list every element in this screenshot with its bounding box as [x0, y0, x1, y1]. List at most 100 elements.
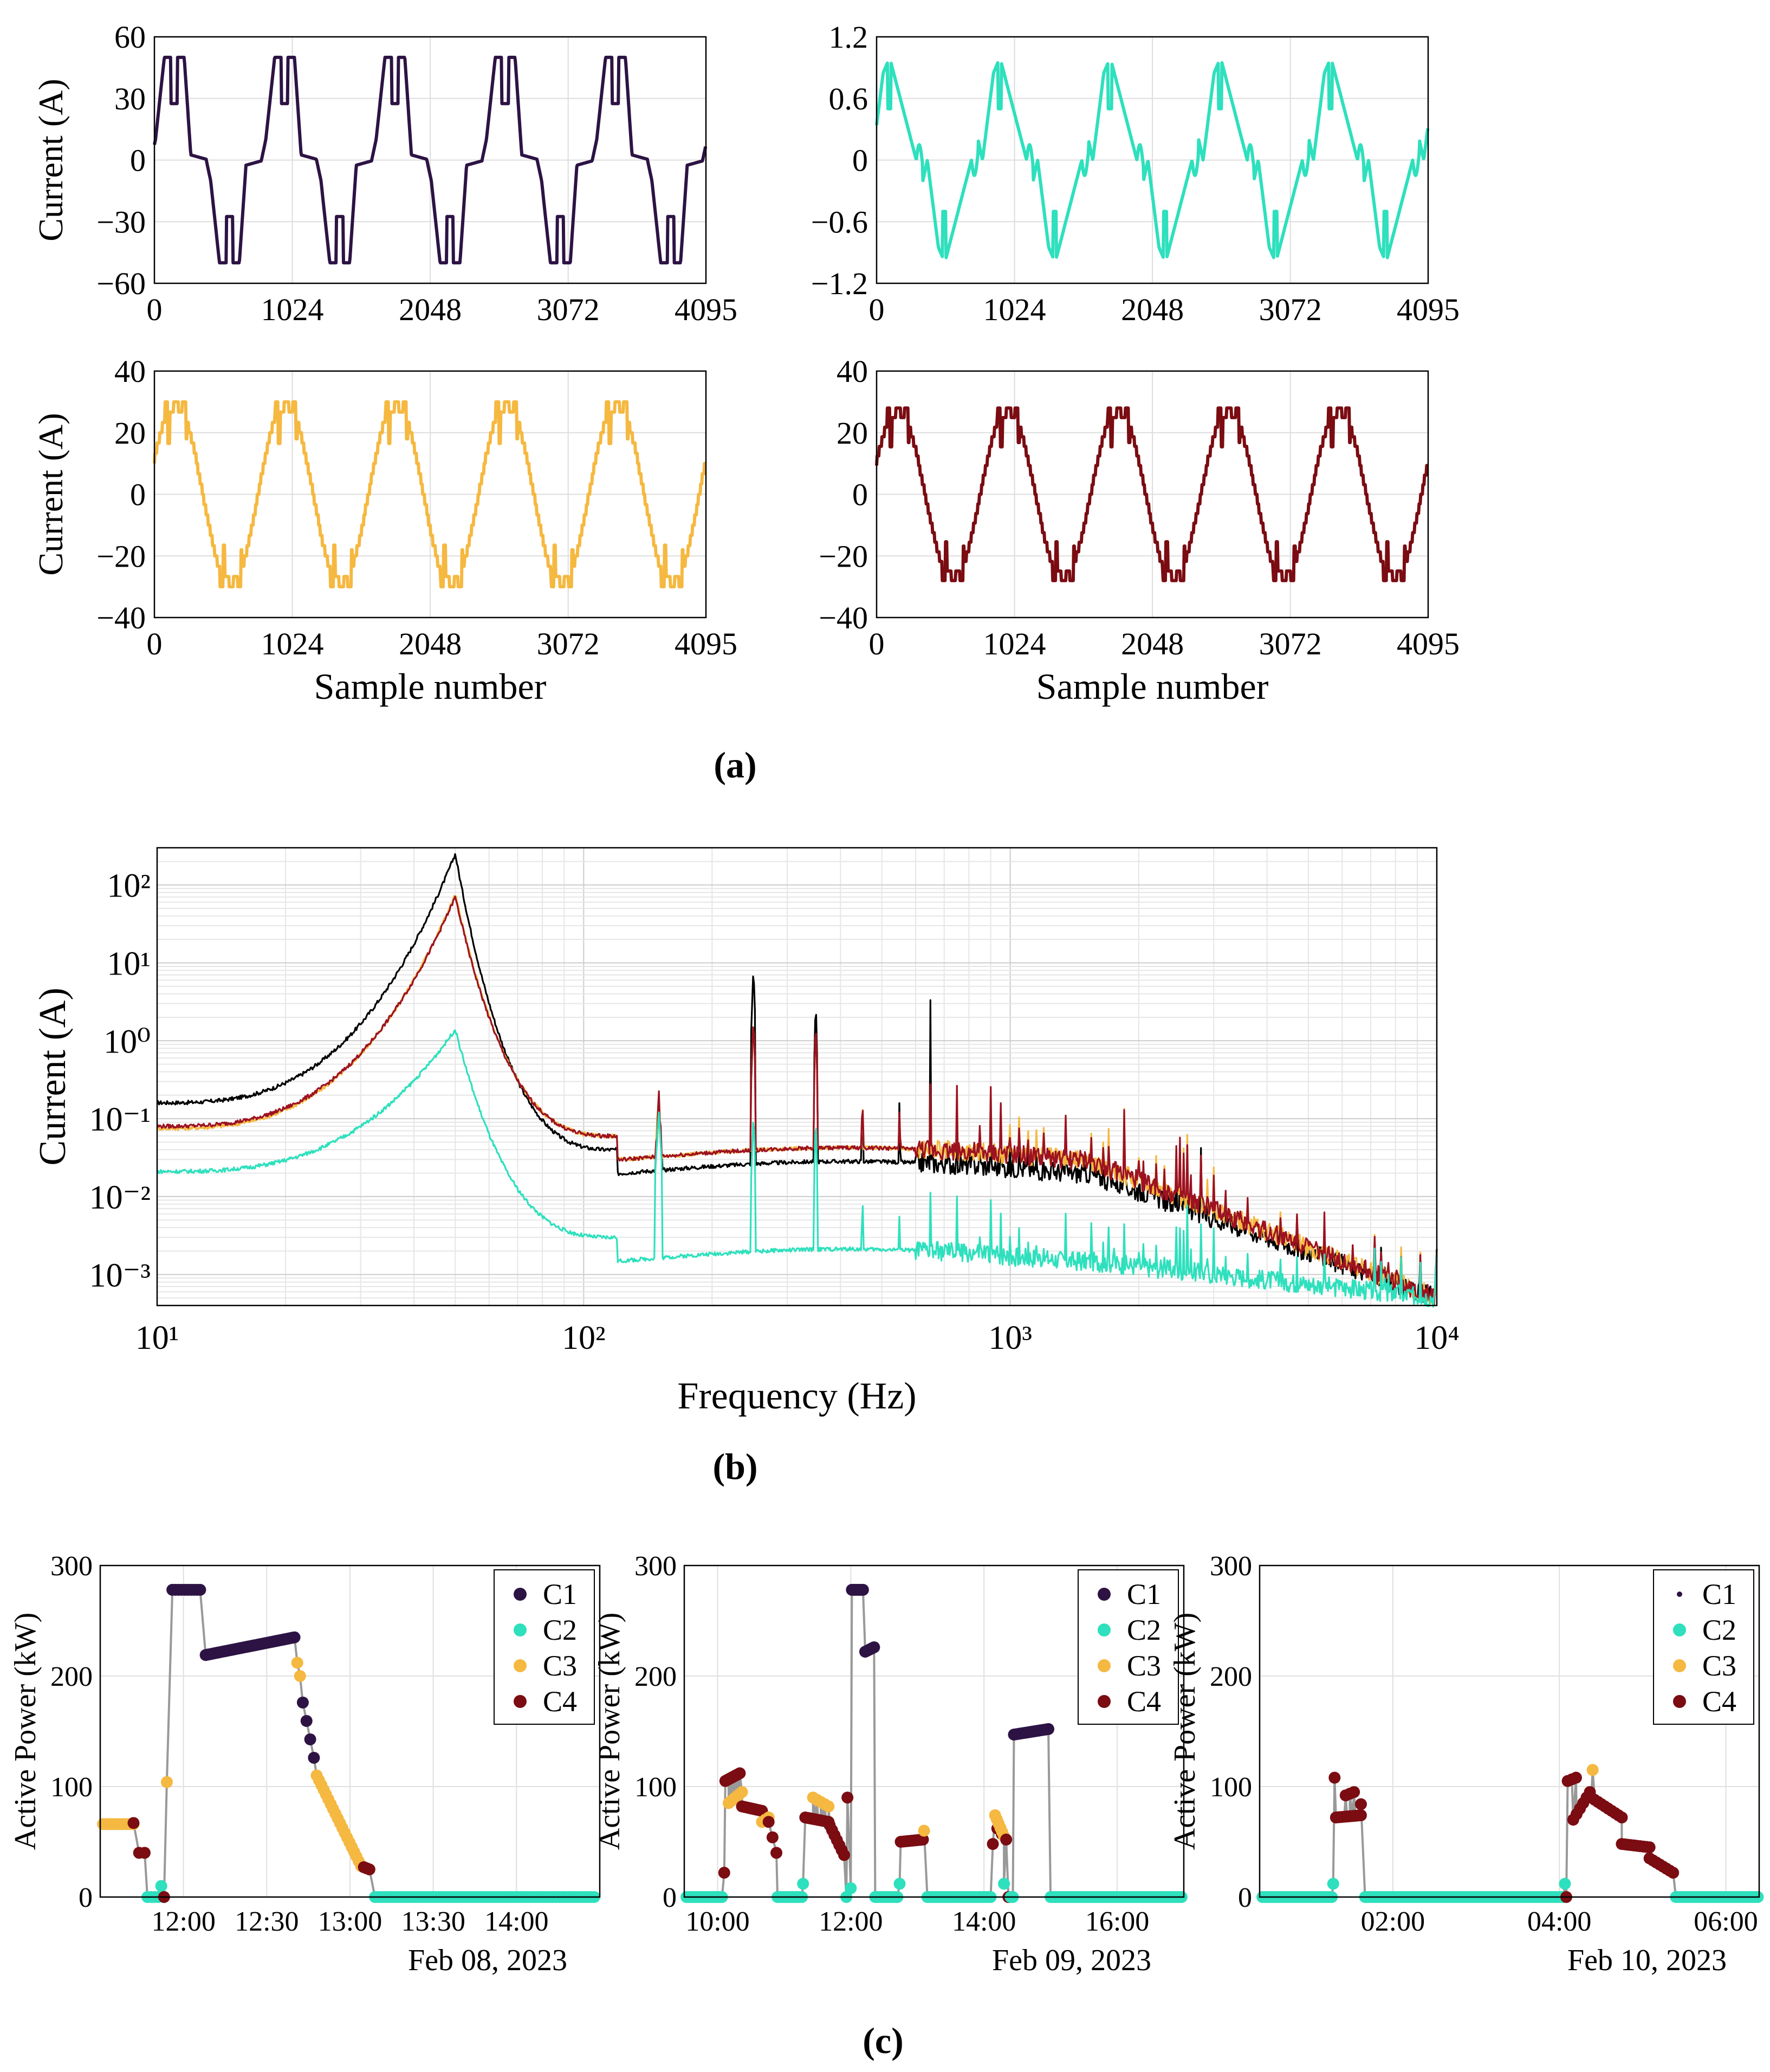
b-xlabel: Frequency (Hz)	[677, 1375, 916, 1417]
a4-ytick-label: −20	[819, 538, 868, 574]
c3-point-C2	[1559, 1878, 1571, 1890]
a4-ytick-label: 20	[837, 415, 868, 451]
c2-legend-label-C1: C1	[1127, 1578, 1161, 1610]
a1-xtick-label: 1024	[261, 292, 324, 327]
c1-point-C1	[300, 1714, 313, 1727]
a2-ytick-label: 0.6	[829, 81, 868, 116]
c3-point-C4	[1328, 1771, 1341, 1784]
a2-ytick-label: −0.6	[811, 204, 868, 239]
c1-xtick-label: 13:00	[318, 1906, 382, 1937]
a1-ytick-label: 30	[114, 81, 146, 116]
panel-label-a: (a)	[714, 744, 756, 785]
c1-xtick-label: 12:30	[235, 1906, 299, 1937]
c1-legend-box	[494, 1569, 595, 1725]
c2-xtick-label: 10:00	[685, 1906, 749, 1937]
b-axes-frame	[156, 847, 1438, 1307]
panel-label-c: (c)	[863, 2020, 903, 2061]
c1-point-C2	[155, 1880, 167, 1892]
a4-xtick-label: 0	[869, 626, 885, 661]
a3-xtick-label: 4095	[675, 626, 737, 661]
a2-xtick-label: 1024	[983, 292, 1046, 327]
c2-point-C4	[762, 1816, 775, 1828]
c2-xtick-label: 14:00	[952, 1906, 1016, 1937]
a1-xtick-label: 2048	[399, 292, 462, 327]
c3-point-C4	[1667, 1867, 1680, 1879]
a3-ytick-label: 20	[114, 415, 146, 451]
b-ytick-label: 10⁻¹	[89, 1101, 151, 1138]
a2-ytick-label: 0	[852, 143, 868, 178]
b-series-C4	[156, 895, 1438, 1306]
a2-xtick-label: 3072	[1259, 292, 1322, 327]
a2-xtick-label: 4095	[1397, 292, 1460, 327]
c3-point-C4	[1354, 1798, 1367, 1810]
c3-legend-marker-C1	[1677, 1592, 1682, 1597]
a4-xtick-label: 1024	[983, 626, 1046, 661]
c3-ytick-label: 300	[1210, 1551, 1252, 1582]
c3-legend-marker-C4	[1673, 1695, 1686, 1708]
c3-legend-label-C2: C2	[1702, 1614, 1736, 1646]
a4-xlabel: Sample number	[1036, 666, 1269, 707]
c3-point-C2	[1327, 1878, 1339, 1890]
a2-xtick-label: 0	[869, 292, 885, 327]
c1-legend-marker-C2	[514, 1623, 527, 1636]
c3-legend-label-C3: C3	[1702, 1649, 1736, 1682]
c2-point-C2	[893, 1878, 906, 1890]
c3-point-C4	[1354, 1809, 1367, 1822]
c1-point-C4	[138, 1847, 151, 1859]
panel-c: 12:00 12:30 13:00 13:30 14:000100200300C1C2C…	[9, 1551, 1764, 1977]
c3-ytick-label: 200	[1210, 1661, 1252, 1692]
a2-ytick-label: 1.2	[829, 20, 868, 55]
a2-ytick-label: −1.2	[811, 266, 868, 301]
panel-label-b: (b)	[712, 1446, 757, 1487]
a1-xtick-label: 4095	[675, 292, 737, 327]
c2-point-C1	[1042, 1723, 1055, 1735]
a2-axes-frame	[876, 36, 1429, 284]
panel-a: 0 1024 2048 3072 4095 −60 −30 0 30 60 Current (A) 0…	[31, 20, 1460, 707]
c1-legend-marker-C3	[514, 1659, 527, 1672]
c1-legend-label-C1: C1	[543, 1578, 577, 1610]
a3-xtick-label: 0	[147, 626, 163, 661]
c3-ytick-label: 100	[1210, 1772, 1252, 1803]
c1-xtick-label: 14:00	[484, 1906, 548, 1937]
c2-xtick-label: 16:00	[1085, 1906, 1149, 1937]
c1-date-label: Feb 08, 2023	[408, 1944, 567, 1977]
b-ytick-label: 10¹	[107, 945, 151, 982]
c3-legend-marker-C2	[1673, 1623, 1686, 1636]
c3-legend-box	[1653, 1569, 1754, 1725]
c1-legend-label-C4: C4	[543, 1685, 577, 1718]
c3-connector-line	[1262, 1770, 1758, 1898]
b-series-C2	[157, 1029, 1438, 1308]
a1-ytick-label: −60	[96, 266, 146, 301]
c1-point-C1	[308, 1751, 320, 1764]
c3-ylabel: Active Power (kW)	[1168, 1613, 1202, 1850]
c1-legend-marker-C4	[514, 1695, 527, 1708]
c2-point-C4	[917, 1833, 929, 1846]
c1-point-C1	[296, 1696, 309, 1709]
a1-ytick-label: 0	[130, 143, 146, 178]
c1-legend-label-C2: C2	[543, 1614, 577, 1646]
c1-point-C4	[363, 1863, 375, 1875]
c3-point-C4	[1616, 1811, 1628, 1824]
c1-point-C4	[127, 1817, 140, 1829]
b-ytick-label: 10²	[107, 868, 151, 905]
c1-point-C1	[288, 1631, 301, 1644]
b-series-C1	[157, 853, 1438, 1303]
a4-ytick-label: −40	[819, 600, 868, 635]
a3-ytick-label: 40	[114, 354, 146, 389]
c3-legend-label-C1: C1	[1702, 1578, 1736, 1610]
c1-xtick-label: 12:00	[151, 1906, 215, 1937]
c1-point-C3	[294, 1670, 306, 1682]
a1-series-C1	[153, 55, 708, 265]
c2-ytick-label: 100	[634, 1772, 677, 1803]
b-xtick-label: 10²	[562, 1320, 606, 1356]
panel-b: 10¹ 10² 10³ 10⁴ 10⁻³ 10⁻² 10⁻¹ 10⁰ 10¹ 10² Frequen…	[32, 847, 1460, 1417]
c2-legend-marker-C3	[1098, 1659, 1111, 1672]
c2-ytick-label: 300	[634, 1551, 677, 1582]
c2-ylabel: Active Power (kW)	[593, 1613, 626, 1850]
c2-point-C4	[770, 1847, 783, 1859]
c1-ytick-label: 300	[50, 1551, 93, 1582]
a3-ytick-label: 0	[130, 477, 146, 512]
c2-axes-frame	[683, 1564, 1185, 1898]
c3-date-label: Feb 10, 2023	[1567, 1944, 1727, 1977]
c2-ytick-label: 200	[634, 1661, 677, 1692]
